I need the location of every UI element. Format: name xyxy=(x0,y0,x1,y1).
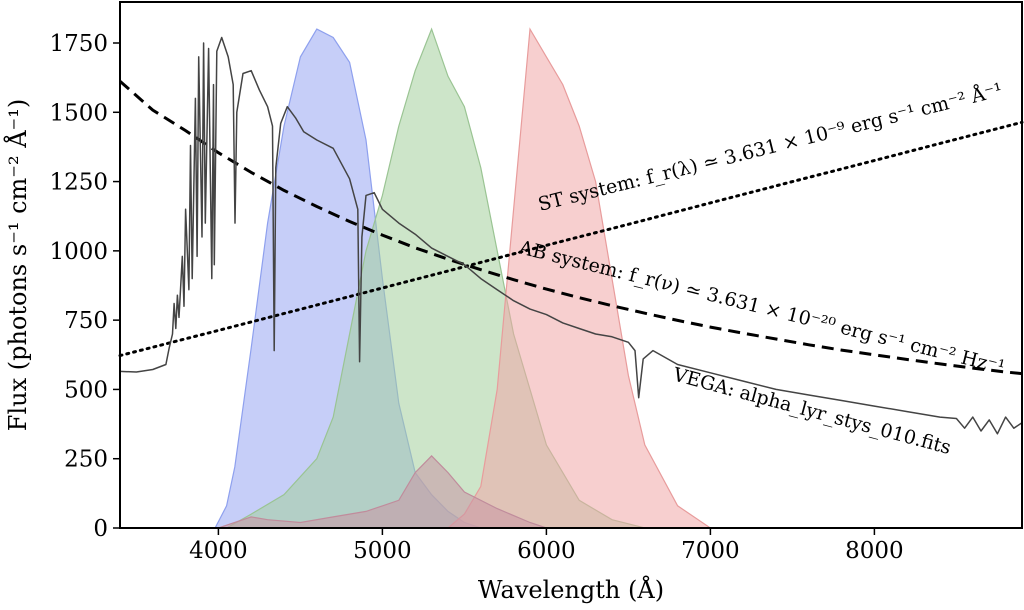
x-tick-label: 6000 xyxy=(517,538,576,564)
y-tick-label: 1250 xyxy=(49,170,108,196)
x-tick-label: 4000 xyxy=(189,538,248,564)
ab-system-dashed-line xyxy=(119,80,1023,376)
y-tick-label: 0 xyxy=(93,516,108,542)
y-tick-label: 1500 xyxy=(49,100,108,126)
x-tick-label: 8000 xyxy=(845,538,904,564)
curves xyxy=(118,36,1024,435)
y-tick-label: 250 xyxy=(64,447,108,473)
y-axis-ticks: 0 250 500 750 1000 1250 1500 1750 xyxy=(49,31,120,542)
red-band-area xyxy=(446,27,713,529)
y-tick-label: 1000 xyxy=(49,239,108,265)
filter-band-areas xyxy=(214,27,713,529)
vega-spectrum-line xyxy=(119,36,1023,435)
st-system-dotted-line xyxy=(118,120,1024,358)
y-axis-label: Flux (photons s⁻¹ cm⁻² Å⁻¹) xyxy=(3,99,32,431)
x-axis-label: Wavelength (Å) xyxy=(478,575,664,604)
x-axis-ticks: 4000 5000 6000 7000 8000 xyxy=(189,528,904,564)
y-tick-label: 750 xyxy=(64,308,108,334)
x-tick-label: 5000 xyxy=(353,538,412,564)
y-tick-label: 500 xyxy=(64,377,108,403)
plot-frame xyxy=(119,1,1023,529)
overlap-band-area xyxy=(218,455,547,529)
x-tick-label: 7000 xyxy=(681,538,740,564)
y-tick-label: 1750 xyxy=(49,31,108,57)
